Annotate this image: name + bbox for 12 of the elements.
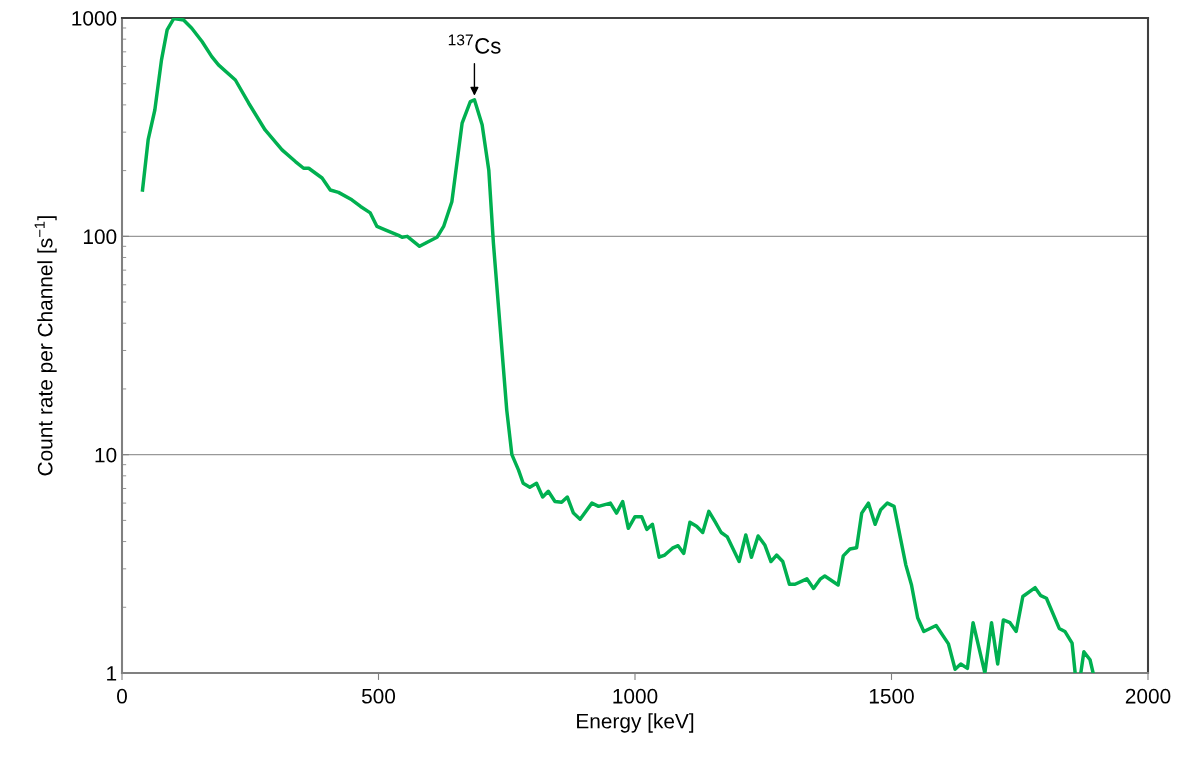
y-tick-label: 10 <box>95 447 117 463</box>
y-tick-label: 1000 <box>72 11 117 26</box>
x-axis-title: Energy [keV] <box>577 713 694 733</box>
y-tick-label: 1 <box>107 666 117 681</box>
y-tick-label: 100 <box>83 229 117 245</box>
x-tick-label: 1000 <box>613 688 658 704</box>
x-tick-label: 0 <box>117 688 127 704</box>
annotation: $^{137}$Cs <box>448 34 501 54</box>
x-tick-label: 500 <box>361 688 396 704</box>
x-tick-label: 2000 <box>1125 688 1171 704</box>
y-axis-title: Count rate per Channel [s$^{−1}$] <box>34 216 57 476</box>
x-tick-label: 1500 <box>869 688 914 704</box>
